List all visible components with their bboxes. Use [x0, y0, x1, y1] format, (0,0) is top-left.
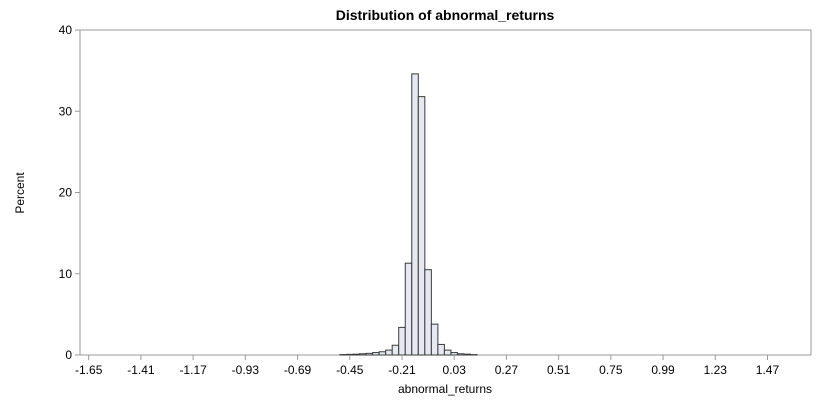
histogram-bar [398, 326, 406, 356]
histogram-bar [443, 349, 452, 356]
y-tick-label: 40 [59, 23, 73, 37]
histogram-bars [339, 73, 478, 356]
x-tick-label: -1.41 [127, 363, 155, 377]
histogram-bar [372, 352, 380, 356]
y-tick-label: 10 [59, 267, 73, 281]
x-tick-label: -0.45 [336, 363, 364, 377]
x-tick-label: 0.51 [547, 363, 571, 377]
histogram-bar [430, 323, 439, 356]
histogram-bar [378, 351, 387, 356]
histogram-bar [411, 73, 419, 356]
y-axis-ticks: 0 10 20 30 40 [59, 23, 80, 362]
histogram-bar [346, 353, 354, 356]
y-tick-label: 20 [59, 186, 73, 200]
histogram-bar [359, 353, 367, 356]
x-tick-label: -0.69 [284, 363, 312, 377]
y-tick-label: 0 [65, 348, 72, 362]
histogram-bar [456, 353, 465, 356]
histogram-bar [391, 344, 400, 356]
x-tick-label: 0.75 [599, 363, 623, 377]
histogram-bar [352, 353, 361, 356]
histogram-bar [424, 269, 432, 356]
x-tick-label: -0.93 [232, 363, 260, 377]
chart-title: Distribution of abnormal_returns [336, 7, 555, 23]
x-tick-label: 1.47 [756, 363, 780, 377]
histogram-bar [417, 96, 426, 356]
plot-frame [79, 29, 812, 356]
x-tick-label: -1.65 [75, 363, 103, 377]
histogram-bar [450, 352, 458, 356]
x-axis-ticks: -1.65 -1.41 -1.17 -0.93 -0.69 -0.45 -0.21 0.03 0… [75, 355, 779, 377]
x-tick-label: -1.17 [179, 363, 207, 377]
x-tick-label: 1.23 [704, 363, 728, 377]
histogram-bar [365, 352, 374, 356]
y-axis-label: Percent [13, 172, 27, 214]
histogram-bar [385, 349, 393, 356]
histogram-bar [437, 343, 445, 356]
histogram-bar [463, 353, 472, 356]
x-tick-label: 0.03 [443, 363, 467, 377]
x-tick-label: 0.99 [651, 363, 675, 377]
x-axis-label: abnormal_returns [398, 382, 492, 396]
y-tick-label: 30 [59, 104, 73, 118]
histogram-bar [404, 262, 413, 356]
x-tick-label: -0.21 [388, 363, 416, 377]
x-tick-label: 0.27 [495, 363, 519, 377]
